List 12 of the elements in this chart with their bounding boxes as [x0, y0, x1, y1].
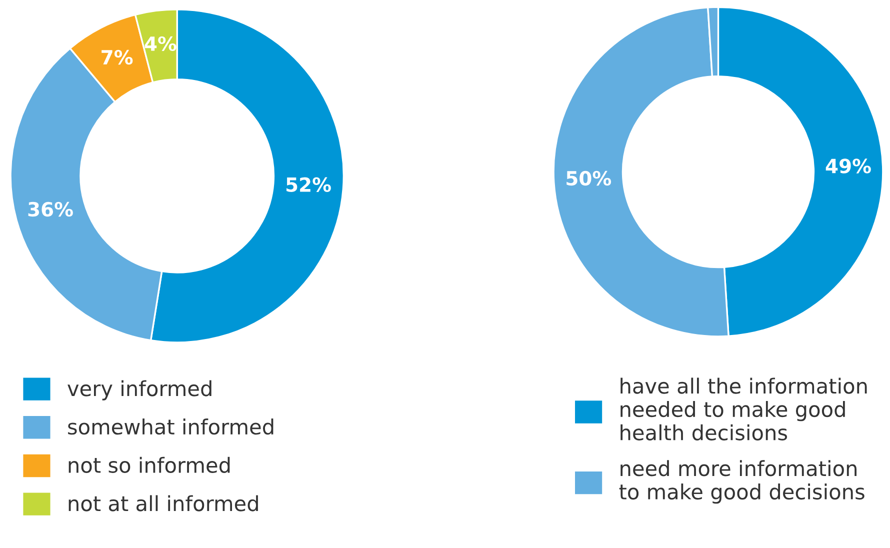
legend-label: not at all informed — [68, 495, 258, 512]
legend-label: somewhat informed — [68, 418, 274, 435]
data-label: 4% — [144, 36, 176, 52]
legend-label: have all the information needed to make good health decisions — [620, 378, 867, 440]
legend-label: not so informed — [68, 456, 230, 473]
data-label: 52% — [286, 177, 331, 192]
legend-label: very informed — [68, 380, 212, 400]
data-label: 36% — [28, 202, 73, 217]
data-label: 50% — [566, 170, 612, 186]
data-label: 7% — [102, 50, 133, 65]
legend-label: need more information to make good decisions — [619, 460, 864, 504]
data-label: 49% — [826, 158, 871, 174]
